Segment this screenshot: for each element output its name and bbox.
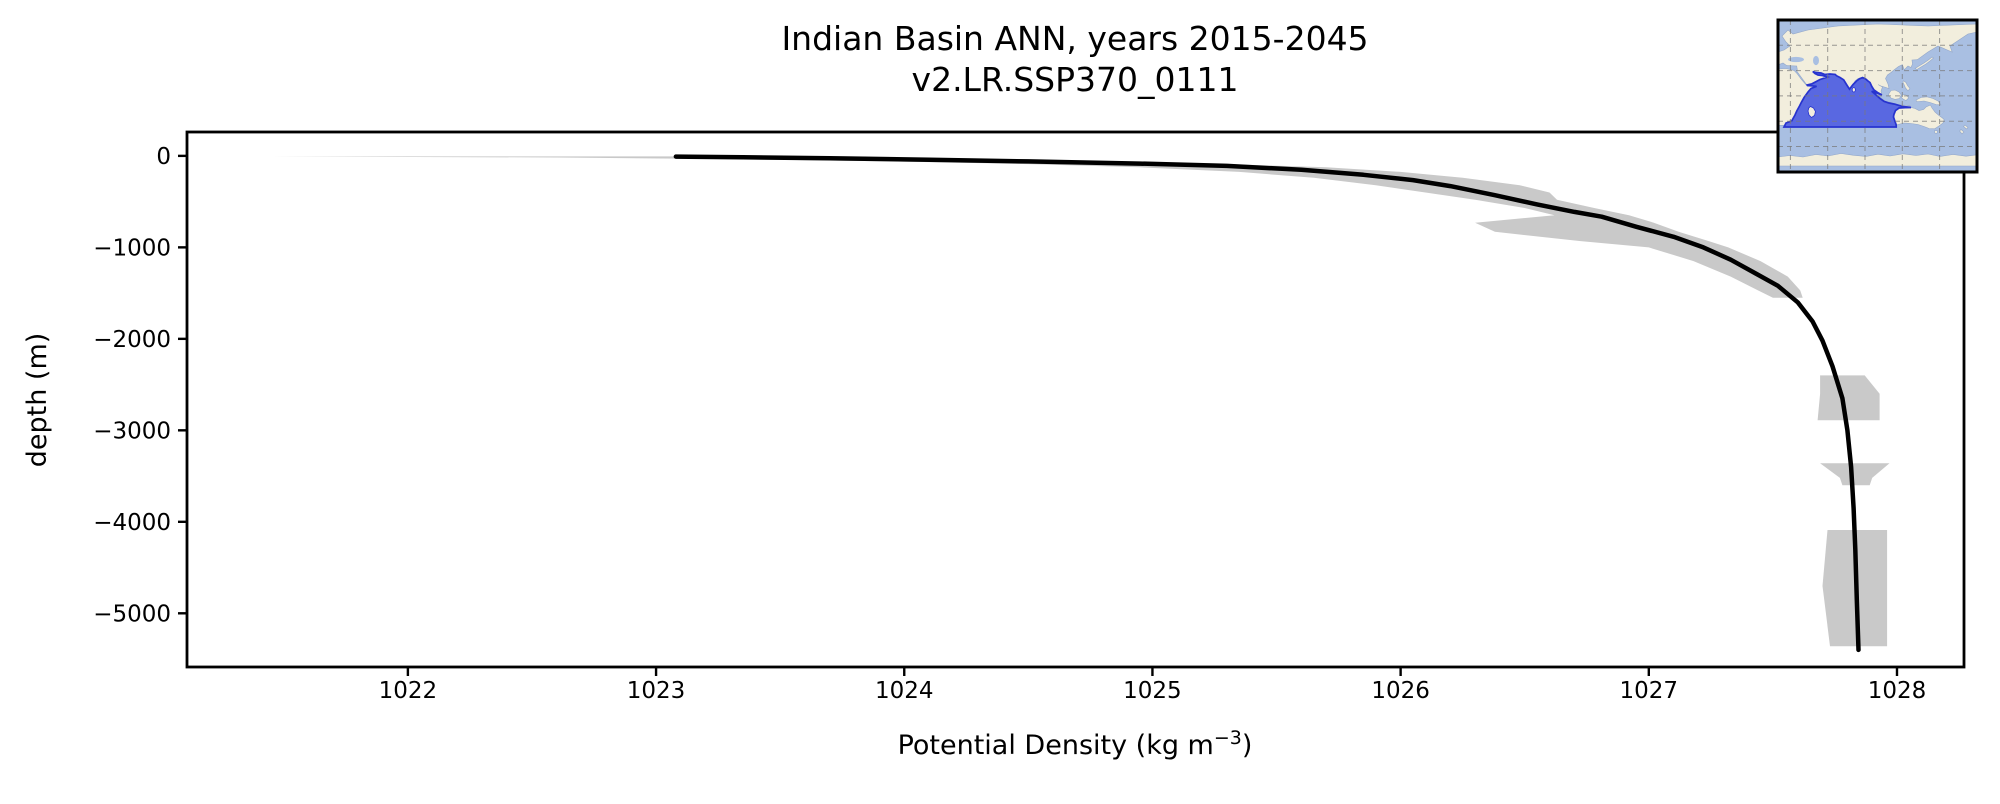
y-tick-label: −2000 [93,327,171,353]
map-caspian-sea [1813,55,1819,66]
deep-band-patch [1820,463,1890,486]
map-new-guinea [1915,96,1942,106]
map-region-islands [1807,87,1856,119]
x-axis-label: Potential Density (kg m−3) [898,727,1253,761]
map-black-sea [1788,56,1804,63]
y-tick-label: 0 [156,144,171,170]
mean-profile-line [673,154,1861,653]
map-new-zealand-north [1963,124,1969,130]
x-axis-label-superscript: −3 [1214,727,1242,749]
x-tick-label: 1025 [1123,678,1182,704]
x-axis-ticks: 1022 1023 1024 1025 1026 1027 1028 [379,667,1927,704]
y-axis-label: depth (m) [22,333,53,468]
deep-uncertainty-patches [1817,375,1890,647]
map-tasmania [1934,130,1938,134]
map-japan [1914,56,1934,70]
map-indian-basin-region [1782,70,1912,128]
map-philippines [1902,80,1911,92]
x-axis-label-text: Potential Density (kg m [898,730,1214,761]
x-tick-label: 1024 [875,678,934,704]
map-sri-lanka [1851,87,1856,93]
y-tick-label: −1000 [93,235,171,261]
y-tick-label: −3000 [93,418,171,444]
map-australia [1893,104,1945,130]
chart-subtitle: v2.LR.SSP370_0111 [912,60,1239,99]
inset-map [1776,18,1979,174]
chart-title: Indian Basin ANN, years 2015-2045 [781,19,1368,58]
y-axis-ticks: 0 −1000 −2000 −3000 −4000 −5000 [93,144,187,627]
map-inland-seas [1788,55,1819,66]
uncertainty-band [271,156,1803,298]
x-tick-label: 1027 [1620,678,1679,704]
map-madagascar [1807,106,1816,119]
x-tick-label: 1028 [1868,678,1927,704]
x-tick-label: 1022 [379,678,438,704]
uncertainty-band-polygon [271,156,1803,298]
x-tick-label: 1023 [627,678,686,704]
y-tick-label: −4000 [93,510,171,536]
deep-band-patch [1817,375,1880,421]
y-tick-label: −5000 [93,601,171,627]
inset-map-border [1776,18,1979,174]
x-tick-label: 1026 [1371,678,1430,704]
map-new-zealand-south [1959,129,1965,135]
plot-frame [185,130,1966,669]
x-axis-label-close: ) [1242,730,1253,761]
map-borneo [1888,89,1902,100]
